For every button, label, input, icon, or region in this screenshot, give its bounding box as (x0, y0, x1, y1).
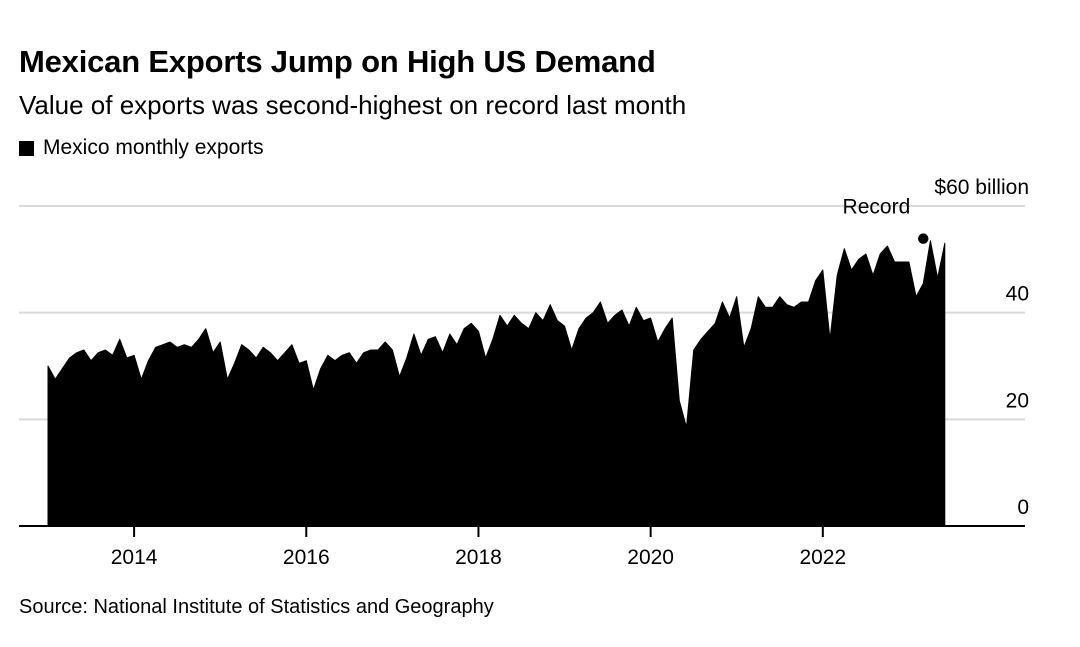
source-note: Source: National Institute of Statistics… (19, 596, 494, 618)
x-tick-label: 2014 (111, 546, 158, 569)
chart-subtitle: Value of exports was second-highest on r… (19, 90, 687, 120)
x-tick-label: 2022 (799, 546, 846, 569)
legend: Mexico monthly exports (19, 136, 264, 160)
chart-title: Mexican Exports Jump on High US Demand (19, 44, 656, 79)
legend-label: Mexico monthly exports (43, 136, 264, 159)
record-label: Record (843, 196, 911, 219)
y-tick-label: 0 (1017, 496, 1029, 519)
annotations: Record (843, 196, 931, 246)
record-marker (916, 231, 931, 246)
y-tick-label: 40 (1006, 283, 1029, 306)
area-series (47, 240, 946, 527)
axes: 0 20 40 $60 billion 2014 2016 2018 2020 2022 (19, 176, 1029, 569)
legend-swatch (19, 140, 34, 156)
exports-area (47, 240, 946, 527)
y-tick-label: 20 (1006, 389, 1029, 412)
y-tick-label: $60 billion (934, 176, 1029, 199)
x-tick-label: 2016 (283, 546, 330, 569)
x-tick-label: 2020 (627, 546, 674, 569)
x-tick-label: 2018 (455, 546, 502, 569)
